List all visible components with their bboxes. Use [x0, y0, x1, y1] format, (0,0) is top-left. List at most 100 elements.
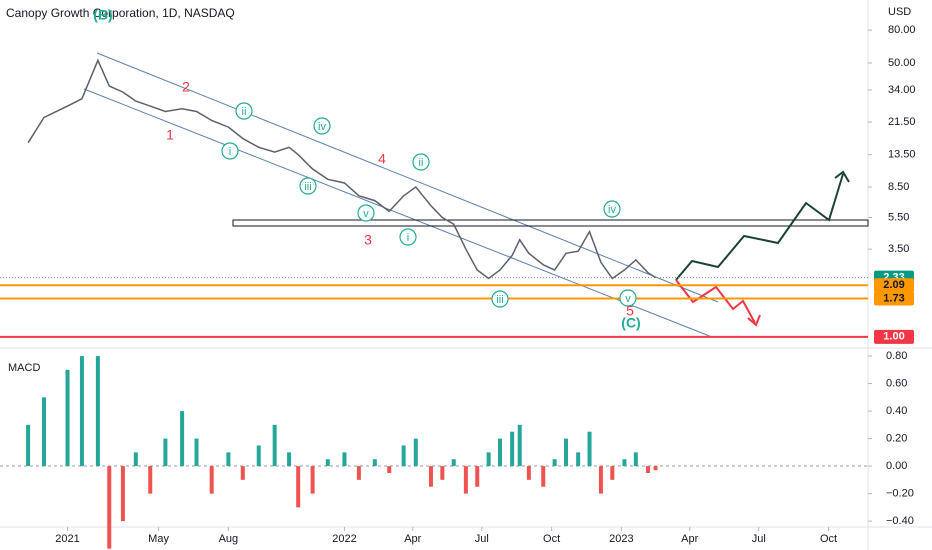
- macd-bar: [645, 466, 650, 473]
- wave-label: iii: [304, 181, 311, 193]
- price-level-label: 1.00: [883, 331, 904, 343]
- macd-y-tick-label: −0.40: [886, 515, 914, 527]
- y-tick-label: 50.00: [888, 57, 916, 69]
- x-tick-label: 2023: [609, 533, 633, 545]
- macd-bar: [440, 466, 445, 480]
- macd-bar: [42, 397, 47, 467]
- x-tick-label: 2022: [332, 533, 356, 545]
- macd-bar: [240, 466, 245, 480]
- macd-bar: [387, 466, 392, 473]
- wave-circle: [619, 289, 637, 307]
- x-tick-label: 2021: [55, 533, 79, 545]
- y-tick-label: 8.50: [888, 181, 909, 193]
- wave-label: v: [625, 293, 631, 305]
- macd-bar: [498, 438, 503, 467]
- x-tick-label: Apr: [404, 533, 421, 545]
- macd-bar: [342, 452, 347, 467]
- wave-label: iv: [608, 204, 616, 216]
- price-level-label: 2.09: [883, 279, 904, 291]
- wave-circle: [313, 117, 331, 135]
- chart-title: Canopy Growth Corporation, 1D, NASDAQ: [6, 6, 235, 20]
- macd-y-tick-label: 0.60: [886, 377, 907, 389]
- wave-label: (C): [621, 315, 640, 331]
- macd-bar: [194, 438, 199, 467]
- macd-bar: [65, 369, 70, 467]
- wave-circle: [299, 177, 317, 195]
- macd-bar: [272, 424, 277, 467]
- macd-bar: [356, 466, 361, 480]
- macd-bar: [95, 356, 100, 467]
- wave-circle: [412, 153, 430, 171]
- wave-circle: [235, 102, 253, 120]
- price-line: [27, 58, 657, 280]
- resistance-box: [232, 219, 869, 227]
- macd-bar: [526, 466, 531, 480]
- macd-bar: [413, 438, 418, 467]
- y-tick-label: 80.00: [888, 24, 916, 36]
- channel-upper: [96, 52, 719, 303]
- currency: USD: [888, 6, 911, 18]
- macd-bar: [552, 459, 557, 467]
- wave-circle: [491, 290, 509, 308]
- wave-circle: [357, 204, 375, 222]
- macd-bar: [256, 445, 261, 467]
- macd-bar: [209, 466, 214, 494]
- y-tick-label: 13.50: [888, 149, 916, 161]
- macd-y-tick-label: −0.20: [886, 488, 914, 500]
- wave-label: i: [407, 232, 409, 244]
- macd-bar: [633, 452, 638, 467]
- macd-y-tick-label: 0.20: [886, 432, 907, 444]
- wave-label: ii: [242, 106, 247, 118]
- macd-bar: [653, 466, 658, 471]
- macd-bar: [133, 452, 138, 467]
- price-level-badge: [874, 291, 914, 306]
- y-tick-label: 34.00: [888, 84, 916, 96]
- x-tick-label: May: [148, 533, 169, 545]
- macd-bar: [564, 438, 569, 467]
- wave-circle: [603, 200, 621, 218]
- macd-bar: [180, 411, 185, 467]
- macd-bar: [610, 466, 615, 480]
- macd-bar: [517, 424, 522, 467]
- wave-circle: [399, 228, 417, 246]
- wave-label: 3: [364, 232, 372, 248]
- macd-bar: [576, 452, 581, 467]
- macd-bar: [598, 466, 603, 494]
- x-tick-label: Jul: [752, 533, 766, 545]
- macd-bar: [401, 445, 406, 467]
- wave-circle: [221, 142, 239, 160]
- macd-bar: [475, 466, 480, 487]
- macd-bar: [325, 459, 330, 467]
- macd-bar: [79, 356, 84, 467]
- macd-bar: [310, 466, 315, 494]
- macd-bar: [287, 452, 292, 467]
- macd-bar: [226, 452, 231, 467]
- macd-bar: [510, 431, 515, 467]
- macd-bar: [296, 466, 301, 508]
- x-tick-label: Oct: [820, 533, 837, 545]
- macd-bar: [587, 431, 592, 467]
- wave-label: ii: [419, 157, 424, 169]
- macd-y-tick-label: 0.40: [886, 405, 907, 417]
- macd-y-tick-label: 0.80: [886, 350, 907, 362]
- price-level-badge: [874, 329, 914, 344]
- macd-bar: [163, 438, 168, 467]
- price-level-badge: [874, 278, 914, 293]
- macd-y-tick-label: 0.00: [886, 460, 907, 472]
- macd-bar: [451, 459, 456, 467]
- macd-bar: [463, 466, 468, 494]
- wave-label: 4: [378, 151, 386, 167]
- y-tick-label: 5.50: [888, 211, 909, 223]
- channel-lower: [83, 88, 713, 338]
- macd-bar: [541, 466, 546, 487]
- wave-label: (B): [93, 7, 112, 23]
- x-tick-label: Aug: [219, 533, 239, 545]
- wave-label: v: [363, 208, 369, 220]
- wave-label: 5: [626, 303, 634, 319]
- y-tick-label: 21.50: [888, 116, 916, 128]
- wave-label: iii: [496, 294, 503, 306]
- wave-label: i: [229, 146, 231, 158]
- macd-bar: [372, 459, 377, 467]
